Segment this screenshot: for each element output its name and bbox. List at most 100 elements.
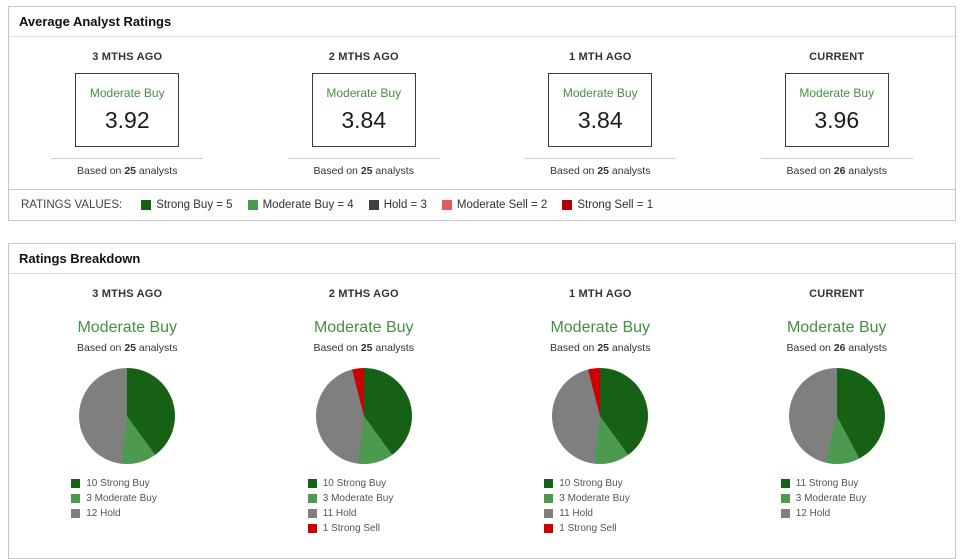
legend-label: Strong Buy = 5 xyxy=(156,199,233,211)
analyst-count: 25 xyxy=(597,165,610,177)
legend-item: 11 Strong Buy xyxy=(780,478,893,489)
analyst-count: 25 xyxy=(360,342,373,354)
moderate-buy-swatch xyxy=(71,494,81,503)
moderate-buy-swatch xyxy=(307,494,317,503)
legend-item: 10 Strong Buy xyxy=(307,478,420,489)
period-label: CURRENT xyxy=(809,51,865,63)
score-value: 3.84 xyxy=(341,107,387,133)
score-box: Moderate Buy 3.92 xyxy=(75,73,180,147)
based-on-text: Based on 26 analysts xyxy=(760,158,913,177)
score-value: 3.96 xyxy=(814,107,860,133)
pie-legend: 10 Strong Buy 3 Moderate Buy 11 Hold 1 S… xyxy=(544,478,656,538)
ratings-values-label: RATINGS VALUES: xyxy=(21,199,123,211)
rating-label: Moderate Buy xyxy=(326,86,402,100)
score-value: 3.84 xyxy=(577,107,623,133)
legend-item: 3 Moderate Buy xyxy=(71,493,183,504)
legend-label: 12 Hold xyxy=(795,508,831,519)
legend-label: Strong Sell = 1 xyxy=(577,199,654,211)
based-on-text: Based on 26 analysts xyxy=(786,342,887,354)
hold-swatch xyxy=(780,509,790,518)
breakdown-column-2mths-ago: 2 MTHS AGO Moderate Buy Based on 25 anal… xyxy=(246,288,483,538)
ratings-breakdown-panel: Ratings Breakdown 3 MTHS AGO Moderate Bu… xyxy=(8,243,956,559)
pie-legend: 11 Strong Buy 3 Moderate Buy 12 Hold xyxy=(780,478,893,523)
strong-buy-swatch xyxy=(71,479,81,488)
legend-item-moderate-sell: Moderate Sell = 2 xyxy=(441,199,548,211)
average-ratings-grid: 3 MTHS AGO Moderate Buy 3.92 Based on 25… xyxy=(9,37,955,189)
legend-label: 10 Strong Buy xyxy=(86,478,150,489)
average-column-2mths-ago: 2 MTHS AGO Moderate Buy 3.84 Based on 25… xyxy=(246,51,483,187)
legend-label: 11 Strong Buy xyxy=(795,478,859,489)
moderate-buy-swatch xyxy=(544,494,554,503)
legend-item: 12 Hold xyxy=(71,508,183,519)
rating-label: Moderate Buy xyxy=(799,86,875,100)
legend-item-strong-sell: Strong Sell = 1 xyxy=(562,199,653,211)
rating-label: Moderate Buy xyxy=(562,86,638,100)
legend-label: 3 Moderate Buy xyxy=(795,493,867,504)
legend-label: 1 Strong Sell xyxy=(322,523,381,534)
based-on-text: Based on 25 analysts xyxy=(287,158,440,177)
legend-label: 10 Strong Buy xyxy=(559,478,623,489)
average-column-current: CURRENT Moderate Buy 3.96 Based on 26 an… xyxy=(719,51,956,187)
moderate-buy-swatch xyxy=(780,494,790,503)
moderate-sell-swatch xyxy=(441,200,452,210)
rating-label: Moderate Buy xyxy=(77,319,178,336)
rating-label: Moderate Buy xyxy=(550,319,651,336)
legend-item: 1 Strong Sell xyxy=(544,523,656,534)
based-on-text: Based on 25 analysts xyxy=(77,342,178,354)
period-label: CURRENT xyxy=(809,288,865,300)
pie-chart-3mths-ago xyxy=(79,368,176,464)
legend-label: 3 Moderate Buy xyxy=(86,493,157,504)
strong-sell-swatch xyxy=(562,200,573,210)
legend-item: 11 Hold xyxy=(544,508,656,519)
period-label: 3 MTHS AGO xyxy=(92,288,163,300)
hold-swatch xyxy=(307,509,317,518)
pie-chart-1mth-ago xyxy=(552,368,649,464)
strong-buy-swatch xyxy=(141,200,152,210)
ratings-values-bar: RATINGS VALUES: Strong Buy = 5 Moderate … xyxy=(9,189,955,220)
analyst-count: 26 xyxy=(833,165,846,177)
based-on-text: Based on 25 analysts xyxy=(313,342,414,354)
period-label: 2 MTHS AGO xyxy=(328,288,399,300)
analyst-count: 25 xyxy=(597,342,610,354)
strong-buy-swatch xyxy=(780,479,790,488)
legend-item: 10 Strong Buy xyxy=(71,478,183,489)
strong-sell-swatch xyxy=(544,524,554,533)
strong-buy-swatch xyxy=(544,479,554,488)
legend-item: 1 Strong Sell xyxy=(307,523,420,534)
legend-label: 3 Moderate Buy xyxy=(559,493,630,504)
period-label: 2 MTHS AGO xyxy=(328,51,399,63)
legend-label: Moderate Sell = 2 xyxy=(456,199,548,211)
legend-label: 11 Hold xyxy=(559,508,593,519)
legend-label: 12 Hold xyxy=(86,508,121,519)
based-on-text: Based on 25 analysts xyxy=(550,342,651,354)
rating-label: Moderate Buy xyxy=(313,319,414,336)
legend-label: 10 Strong Buy xyxy=(322,478,387,489)
legend-label: 1 Strong Sell xyxy=(559,523,617,534)
period-label: 1 MTH AGO xyxy=(568,288,632,300)
legend-label: Moderate Buy = 4 xyxy=(262,199,354,211)
legend-label: 11 Hold xyxy=(322,508,357,519)
breakdown-column-1mth-ago: 1 MTH AGO Moderate Buy Based on 25 analy… xyxy=(482,288,719,538)
average-column-3mths-ago: 3 MTHS AGO Moderate Buy 3.92 Based on 25… xyxy=(9,51,246,187)
strong-buy-swatch xyxy=(307,479,317,488)
pie-legend: 10 Strong Buy 3 Moderate Buy 12 Hold xyxy=(71,478,183,523)
legend-item-moderate-buy: Moderate Buy = 4 xyxy=(247,199,354,211)
legend-label: 3 Moderate Buy xyxy=(322,493,394,504)
average-analyst-ratings-panel: Average Analyst Ratings 3 MTHS AGO Moder… xyxy=(8,6,956,221)
legend-item: 3 Moderate Buy xyxy=(307,493,420,504)
average-column-1mth-ago: 1 MTH AGO Moderate Buy 3.84 Based on 25 … xyxy=(482,51,719,187)
period-label: 3 MTHS AGO xyxy=(92,51,163,63)
breakdown-column-3mths-ago: 3 MTHS AGO Moderate Buy Based on 25 anal… xyxy=(9,288,246,538)
analyst-count: 25 xyxy=(360,165,373,177)
hold-swatch xyxy=(368,200,379,210)
breakdown-column-current: CURRENT Moderate Buy Based on 26 analyst… xyxy=(719,288,956,538)
average-analyst-ratings-title: Average Analyst Ratings xyxy=(9,7,955,37)
hold-swatch xyxy=(71,509,81,518)
legend-item-strong-buy: Strong Buy = 5 xyxy=(141,199,233,211)
legend-item: 10 Strong Buy xyxy=(544,478,656,489)
legend-item: 11 Hold xyxy=(307,508,420,519)
score-box: Moderate Buy 3.96 xyxy=(784,73,889,147)
hold-swatch xyxy=(544,509,554,518)
score-box: Moderate Buy 3.84 xyxy=(548,73,653,147)
pie-chart-2mths-ago xyxy=(315,368,412,464)
